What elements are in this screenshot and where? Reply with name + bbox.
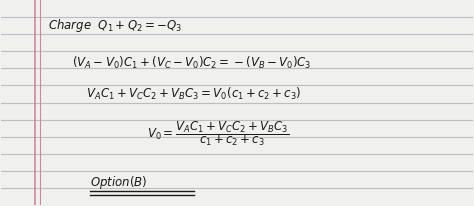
Text: $V_AC_1+V_CC_2+V_BC_3=V_0(c_1+c_2+c_3)$: $V_AC_1+V_CC_2+V_BC_3=V_0(c_1+c_2+c_3)$ — [86, 86, 301, 102]
Text: $V_0=\dfrac{V_AC_1+V_CC_2+V_BC_3}{c_1+c_2+c_3}$: $V_0=\dfrac{V_AC_1+V_CC_2+V_BC_3}{c_1+c_… — [147, 118, 290, 147]
Text: Charge  $Q_1+Q_2=\mathdefault{-}Q_3$: Charge $Q_1+Q_2=\mathdefault{-}Q_3$ — [48, 17, 182, 34]
Text: Option$(B)$: Option$(B)$ — [91, 173, 148, 190]
Text: $(V_A-V_0)C_1+(V_C-V_0)C_2=-(V_B-V_0)C_3$: $(V_A-V_0)C_1+(V_C-V_0)C_2=-(V_B-V_0)C_3… — [72, 55, 311, 71]
